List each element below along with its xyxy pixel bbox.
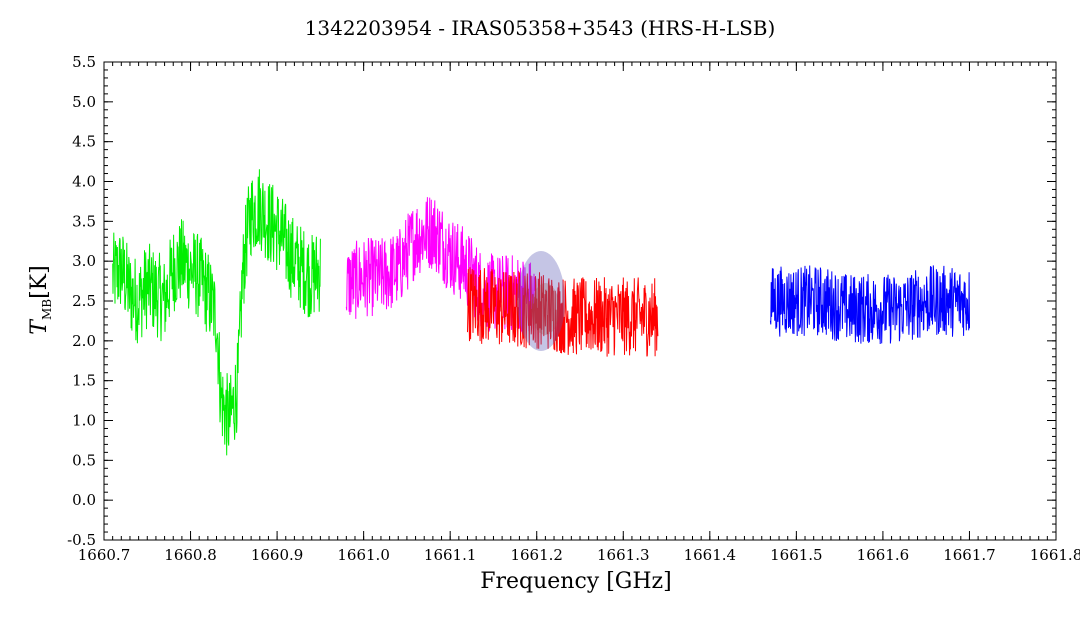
svg-text:TMB[K]: TMB[K]: [27, 265, 54, 334]
y-tick-label: 5.0: [72, 93, 96, 111]
axis-ticks: [103, 61, 1057, 541]
y-tick-label: 5.5: [72, 53, 96, 71]
series-line-2: [345, 197, 538, 334]
x-tick-label: 1661.5: [770, 546, 823, 564]
x-tick-label: 1661.6: [857, 546, 910, 564]
x-tick-label: 1661.8: [1030, 546, 1080, 564]
x-tick-label: 1661.7: [943, 546, 996, 564]
y-tick-label: 2.0: [72, 332, 96, 350]
y-axis-label-main: T: [27, 318, 52, 335]
series-line-3: [467, 267, 659, 357]
y-axis-label-unit: [K]: [27, 265, 52, 299]
series-line-1: [112, 169, 321, 456]
y-tick-labels: -0.5 0.0 0.5 1.0 1.5 2.0 2.5 3.0 3.5 4.0 4.5 5.0 5.5: [67, 53, 96, 549]
y-tick-label: 4.5: [72, 133, 96, 151]
y-tick-label: 3.0: [72, 252, 96, 270]
y-tick-label: 2.5: [72, 292, 96, 310]
x-tick-label: 1660.7: [78, 546, 131, 564]
x-tick-label: 1661.4: [684, 546, 737, 564]
x-tick-label: 1661.3: [597, 546, 650, 564]
y-tick-label: 1.5: [72, 372, 96, 390]
y-axis-label: TMB[K]: [27, 265, 54, 334]
y-tick-label: 0.0: [72, 491, 96, 509]
overlay-blob-inner: [531, 282, 560, 335]
y-tick-label: 3.5: [72, 212, 96, 230]
overlay-blob-outer: [517, 251, 566, 351]
y-axis-label-sub: MB: [40, 299, 54, 320]
x-tick-labels: 1660.7 1660.8 1660.9 1661.0 1661.1 1661.2 1661…: [78, 546, 1080, 564]
chart-title: 1342203954 - IRAS05358+3543 (HRS-H-LSB): [304, 16, 776, 40]
series-layer: [112, 169, 970, 456]
x-axis-label: Frequency [GHz]: [480, 569, 672, 594]
x-tick-label: 1660.9: [251, 546, 304, 564]
x-tick-label: 1660.8: [164, 546, 217, 564]
overlay-blob: [517, 251, 566, 351]
y-tick-label: 0.5: [72, 451, 96, 469]
x-tick-label: 1661.0: [337, 546, 390, 564]
y-tick-label: 1.0: [72, 412, 96, 430]
y-tick-label: -0.5: [67, 531, 96, 549]
y-tick-label: 4.0: [72, 173, 96, 191]
series-line-4: [769, 265, 970, 345]
x-tick-label: 1661.1: [424, 546, 477, 564]
x-tick-label: 1661.2: [510, 546, 563, 564]
